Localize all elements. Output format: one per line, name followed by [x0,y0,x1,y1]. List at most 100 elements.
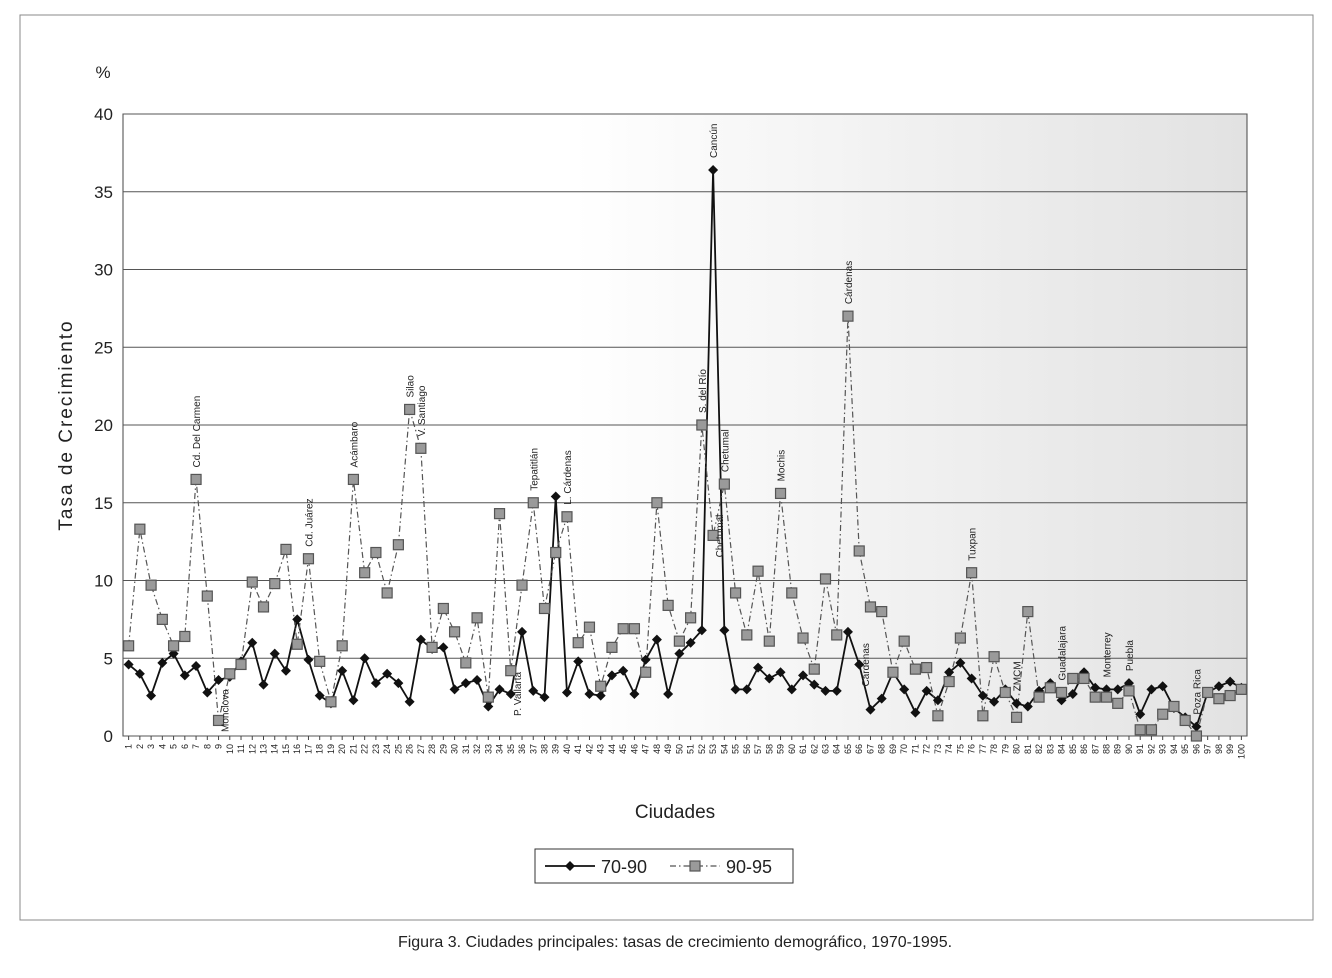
x-tick-label: 28 [427,744,437,754]
x-tick-label: 93 [1158,744,1168,754]
x-tick-label: 13 [259,744,269,754]
data-point [685,637,696,648]
data-point [989,696,1000,707]
x-axis-title: Ciudades [635,802,715,823]
data-point [359,653,370,664]
annotation: Guadalajara [1058,626,1069,681]
x-tick-label: 86 [1079,744,1089,754]
data-point [831,629,843,641]
annotation: Puebla [1125,640,1136,672]
data-point [864,601,877,613]
data-point [156,613,168,625]
data-point [988,651,1000,663]
legend-marker [689,860,701,872]
data-point [550,546,562,559]
data-point [257,601,270,613]
y-tick-label: 40 [94,105,113,124]
x-tick-label: 97 [1203,744,1213,754]
x-tick-label: 16 [292,744,302,754]
data-point [213,675,224,686]
data-point [943,675,955,688]
data-point [1010,711,1023,723]
x-tick-label: 94 [1169,744,1179,754]
x-tick-label: 89 [1113,744,1123,754]
x-tick-label: 21 [348,744,358,754]
data-point [1213,681,1224,692]
data-point [629,689,640,700]
x-tick-label: 52 [697,744,707,754]
x-tick-label: 58 [764,744,774,754]
data-point [505,689,516,700]
data-point [753,662,764,673]
data-point [1157,681,1168,692]
data-point [382,668,393,679]
x-tick-label: 23 [371,744,381,754]
data-point [348,695,359,706]
x-tick-label: 99 [1225,744,1235,754]
x-tick-label: 22 [360,744,370,754]
x-tick-label: 55 [731,744,741,754]
data-point [640,654,651,665]
data-point [201,590,213,602]
frame [19,14,1314,921]
x-tick-label: 72 [922,744,932,754]
x-tick-label: 29 [438,744,448,754]
x-tick-label: 57 [753,744,763,754]
data-point [123,640,135,652]
data-point [573,656,584,667]
data-point [235,658,247,671]
series-line [128,316,1242,738]
data-point [595,690,606,701]
x-tick-label: 73 [933,744,943,754]
data-point [438,642,449,653]
x-tick-label: 79 [1000,744,1010,754]
data-point [618,665,629,676]
data-point [819,573,832,585]
data-point [1100,691,1113,703]
data-point [977,710,989,722]
x-tick-label: 34 [495,744,505,754]
data-point [685,612,697,624]
data-point [134,523,146,535]
data-point [1033,691,1045,703]
data-point [493,508,506,520]
data-point [123,659,134,670]
x-tick-label: 67 [865,744,875,754]
data-point [786,587,798,599]
x-tick-label: 30 [450,744,460,754]
x-tick-label: 31 [461,744,471,754]
x-tick-label: 3 [146,744,156,749]
data-point [764,673,775,684]
data-point [370,546,382,559]
data-point [494,684,505,695]
y-unit: % [95,63,110,82]
x-tick-label: 83 [1045,744,1055,754]
x-tick-label: 10 [225,744,235,754]
annotation: Cárdenas [861,643,872,686]
x-tick-label: 63 [821,744,831,754]
data-point [381,587,393,599]
data-point [538,602,551,615]
x-tick-label: 35 [506,744,516,754]
data-point [932,695,943,706]
data-point [1157,708,1169,720]
x-tick-label: 40 [562,744,572,754]
data-point [280,665,291,676]
data-point [303,654,314,665]
y-tick-label: 25 [94,338,113,357]
x-tick-label: 49 [663,744,673,754]
x-tick-label: 98 [1214,744,1224,754]
data-point [1011,698,1022,709]
x-tick-label: 47 [641,744,651,754]
annotation: Cd. Del Carmen [192,396,203,468]
data-point [932,710,944,722]
data-point [651,634,662,645]
data-point [247,637,258,648]
annotation: Tepatitlán [529,448,540,491]
data-point [696,419,708,431]
caption: Figura 3. Ciudades principales: tasas de… [398,934,952,951]
x-tick-label: 43 [596,744,606,754]
data-point [674,648,685,659]
data-point [336,640,348,652]
x-tick-label: 61 [798,744,808,754]
